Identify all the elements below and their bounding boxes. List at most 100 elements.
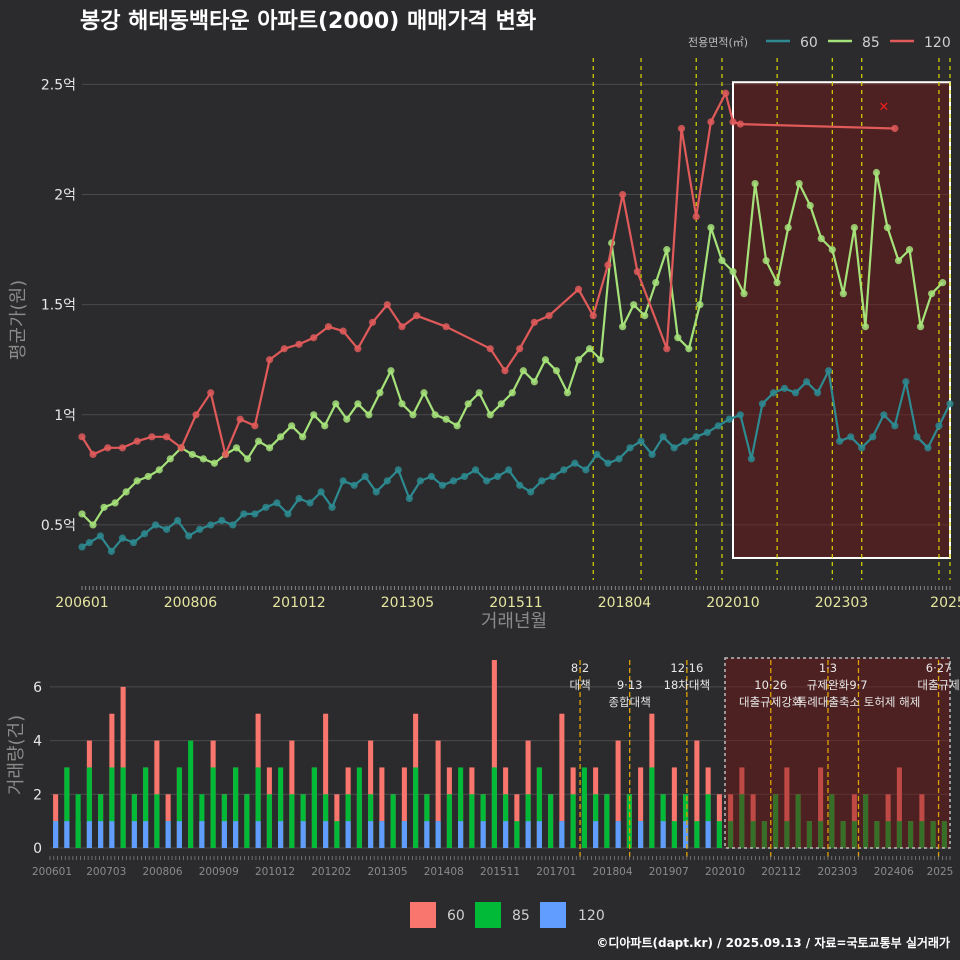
legend-label-60: 60 [800, 35, 818, 51]
volume-bar-60 [615, 740, 621, 848]
volume-bar-85 [795, 794, 801, 848]
volume-bar-85 [784, 821, 790, 848]
volume-y-tick-label: 2 [33, 787, 42, 803]
point-60 [251, 510, 259, 518]
volume-bar-60 [671, 767, 677, 848]
legend-swatch-120 [540, 902, 566, 928]
legend-swatch-60 [410, 902, 436, 928]
point-60 [769, 389, 778, 397]
price-y-tick-label: 1억 [54, 408, 76, 424]
bottom-legend-label-120: 120 [578, 908, 605, 924]
point-85 [530, 378, 538, 386]
point-85 [100, 503, 108, 511]
point-85 [166, 455, 174, 463]
volume-bar-120 [345, 821, 351, 848]
volume-bar-85 [311, 767, 317, 848]
volume-bar-85 [649, 767, 655, 848]
point-60 [913, 433, 921, 441]
volume-bar-85 [334, 821, 340, 848]
bottom-legend-label-60: 60 [447, 908, 465, 924]
volume-bar-120 [323, 821, 329, 848]
point-60 [538, 477, 546, 485]
volume-bar-85 [109, 767, 115, 848]
event-label: 특례대출축소 토허제 해제 [797, 695, 921, 709]
event-label: 규제완화 [807, 678, 850, 692]
point-60 [449, 477, 458, 485]
volume-bar-85 [345, 794, 351, 848]
price-highlight-region [732, 81, 951, 559]
volume-bar-85 [919, 821, 925, 848]
point-60 [427, 472, 436, 481]
point-60 [505, 466, 513, 474]
point-60 [847, 433, 855, 441]
point-120 [265, 356, 274, 364]
price-series: × [78, 89, 954, 555]
point-85 [828, 246, 836, 254]
volume-bar-85 [120, 767, 126, 848]
point-60 [174, 516, 182, 525]
point-120 [383, 301, 391, 309]
point-60 [162, 525, 171, 533]
point-60 [747, 455, 755, 463]
point-85 [243, 455, 252, 463]
event-label: 대출규제강화 [739, 695, 803, 709]
volume-bar-60 [165, 794, 171, 848]
point-85 [795, 179, 803, 188]
volume-bar-85 [581, 767, 587, 848]
point-60 [902, 378, 910, 386]
volume-bar-85 [413, 767, 419, 848]
point-85 [883, 223, 892, 232]
point-60 [946, 400, 954, 408]
volume-bar-60 [559, 713, 565, 848]
point-85 [199, 455, 207, 463]
legend-swatch-85 [475, 902, 501, 928]
event-date: 8·2 [571, 661, 589, 675]
point-60 [317, 488, 325, 496]
volume-bars [53, 660, 947, 848]
volume-bar-120 [480, 821, 486, 848]
volume-bar-120 [705, 821, 711, 848]
volume-chart: 8·2 대책 9·13 종합대책 12·16 18차대책 10·26 대출규제강화 1·3 규제완… [6, 657, 960, 878]
volume-x-tick-label: 201408 [424, 866, 464, 878]
point-120 [221, 450, 230, 459]
point-120 [619, 190, 627, 199]
point-85 [497, 400, 505, 408]
volume-bar-120 [53, 821, 59, 848]
point-85 [409, 411, 417, 419]
volume-x-tick-label: 201804 [592, 866, 632, 878]
event-label: 종합대책 [608, 695, 650, 709]
point-120 [530, 318, 538, 326]
volume-bar-85 [491, 767, 497, 848]
point-60 [350, 481, 358, 489]
volume-bar-120 [458, 821, 464, 848]
point-85 [729, 268, 737, 276]
volume-x-tick-label: 200909 [199, 866, 239, 878]
point-85 [563, 389, 572, 397]
point-60 [240, 510, 248, 518]
point-60 [494, 472, 502, 481]
volume-bar-120 [233, 821, 239, 848]
point-60 [339, 477, 347, 485]
volume-bar-60 [379, 767, 385, 848]
event-date: 12·16 [670, 661, 703, 675]
point-120 [633, 268, 641, 276]
point-85 [751, 179, 759, 188]
volume-bar-85 [683, 794, 689, 848]
point-85 [641, 312, 649, 320]
point-85 [475, 389, 483, 397]
volume-bar-85 [75, 794, 81, 848]
point-60 [118, 534, 127, 542]
point-60 [78, 543, 86, 551]
volume-bar-85 [469, 794, 475, 848]
volume-bar-120 [536, 821, 542, 848]
point-85 [354, 400, 362, 408]
point-120 [442, 323, 450, 331]
point-85 [265, 444, 274, 452]
event-date: 9·7 [849, 678, 867, 692]
volume-bar-85 [593, 794, 599, 848]
volume-bar-120 [638, 821, 644, 848]
point-85 [486, 411, 494, 419]
price-x-tick-label: 201511 [489, 595, 542, 611]
point-85 [210, 459, 219, 467]
volume-bar-85 [244, 794, 250, 848]
